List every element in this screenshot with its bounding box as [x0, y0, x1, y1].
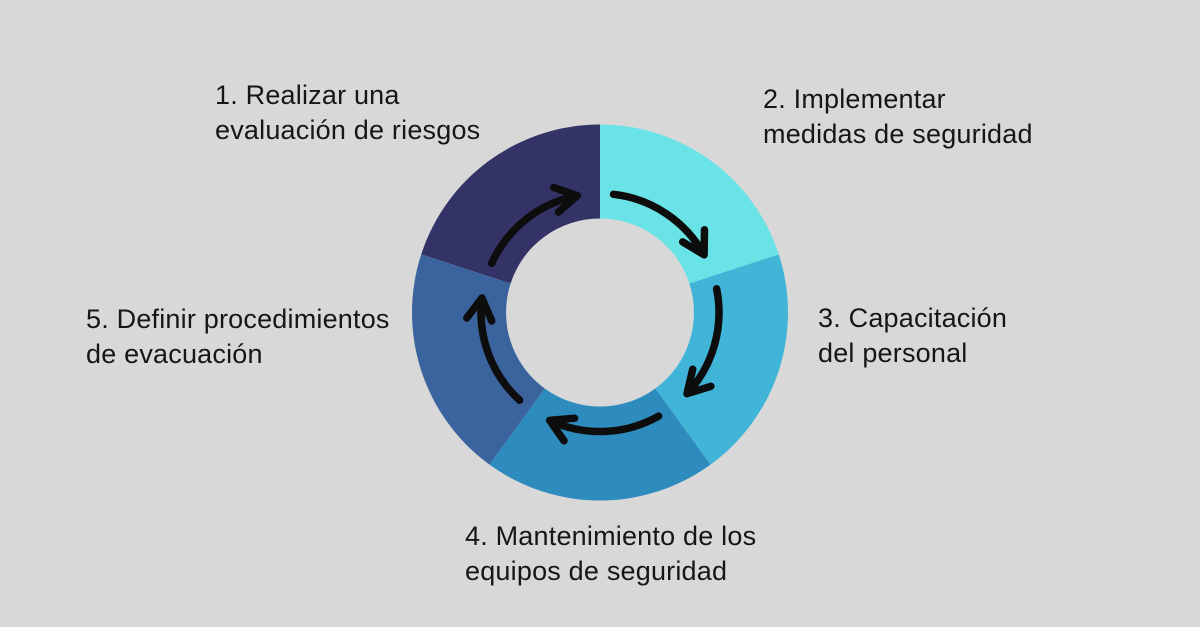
- donut-segment-5: [411, 254, 545, 465]
- cycle-arrow-2: [609, 190, 709, 259]
- donut-segment-1: [421, 124, 600, 284]
- step-label-2-line2: medidas de seguridad: [763, 119, 1033, 149]
- step-label-2: 2. Implementar medidas de seguridad: [763, 82, 1033, 152]
- step-label-2-line1: 2. Implementar: [763, 84, 946, 114]
- step-label-1-line1: 1. Realizar una: [215, 80, 400, 110]
- step-label-5-line2: de evacuación: [86, 339, 263, 369]
- donut-segment-3: [655, 254, 789, 465]
- step-label-5: 5. Definir procedimientos de evacuación: [86, 302, 390, 372]
- cycle-arrow-1: [487, 183, 582, 267]
- step-label-3-line1: 3. Capacitación: [818, 303, 1008, 333]
- cycle-arrow-3: [683, 285, 723, 398]
- step-label-4-line1: 4. Mantenimiento de los: [465, 521, 757, 551]
- step-label-3: 3. Capacitación del personal: [818, 301, 1007, 371]
- cycle-arrow-4: [545, 412, 663, 445]
- step-label-1-line2: evaluación de riesgos: [215, 115, 481, 145]
- step-label-4-line2: equipos de seguridad: [465, 556, 728, 586]
- step-label-4: 4. Mantenimiento de los equipos de segur…: [465, 519, 756, 589]
- step-label-3-line2: del personal: [818, 338, 968, 368]
- donut-segment-2: [600, 124, 779, 284]
- step-label-5-line1: 5. Definir procedimientos: [86, 304, 390, 334]
- step-label-1: 1. Realizar una evaluación de riesgos: [215, 78, 480, 148]
- cycle-arrow-5: [463, 294, 524, 404]
